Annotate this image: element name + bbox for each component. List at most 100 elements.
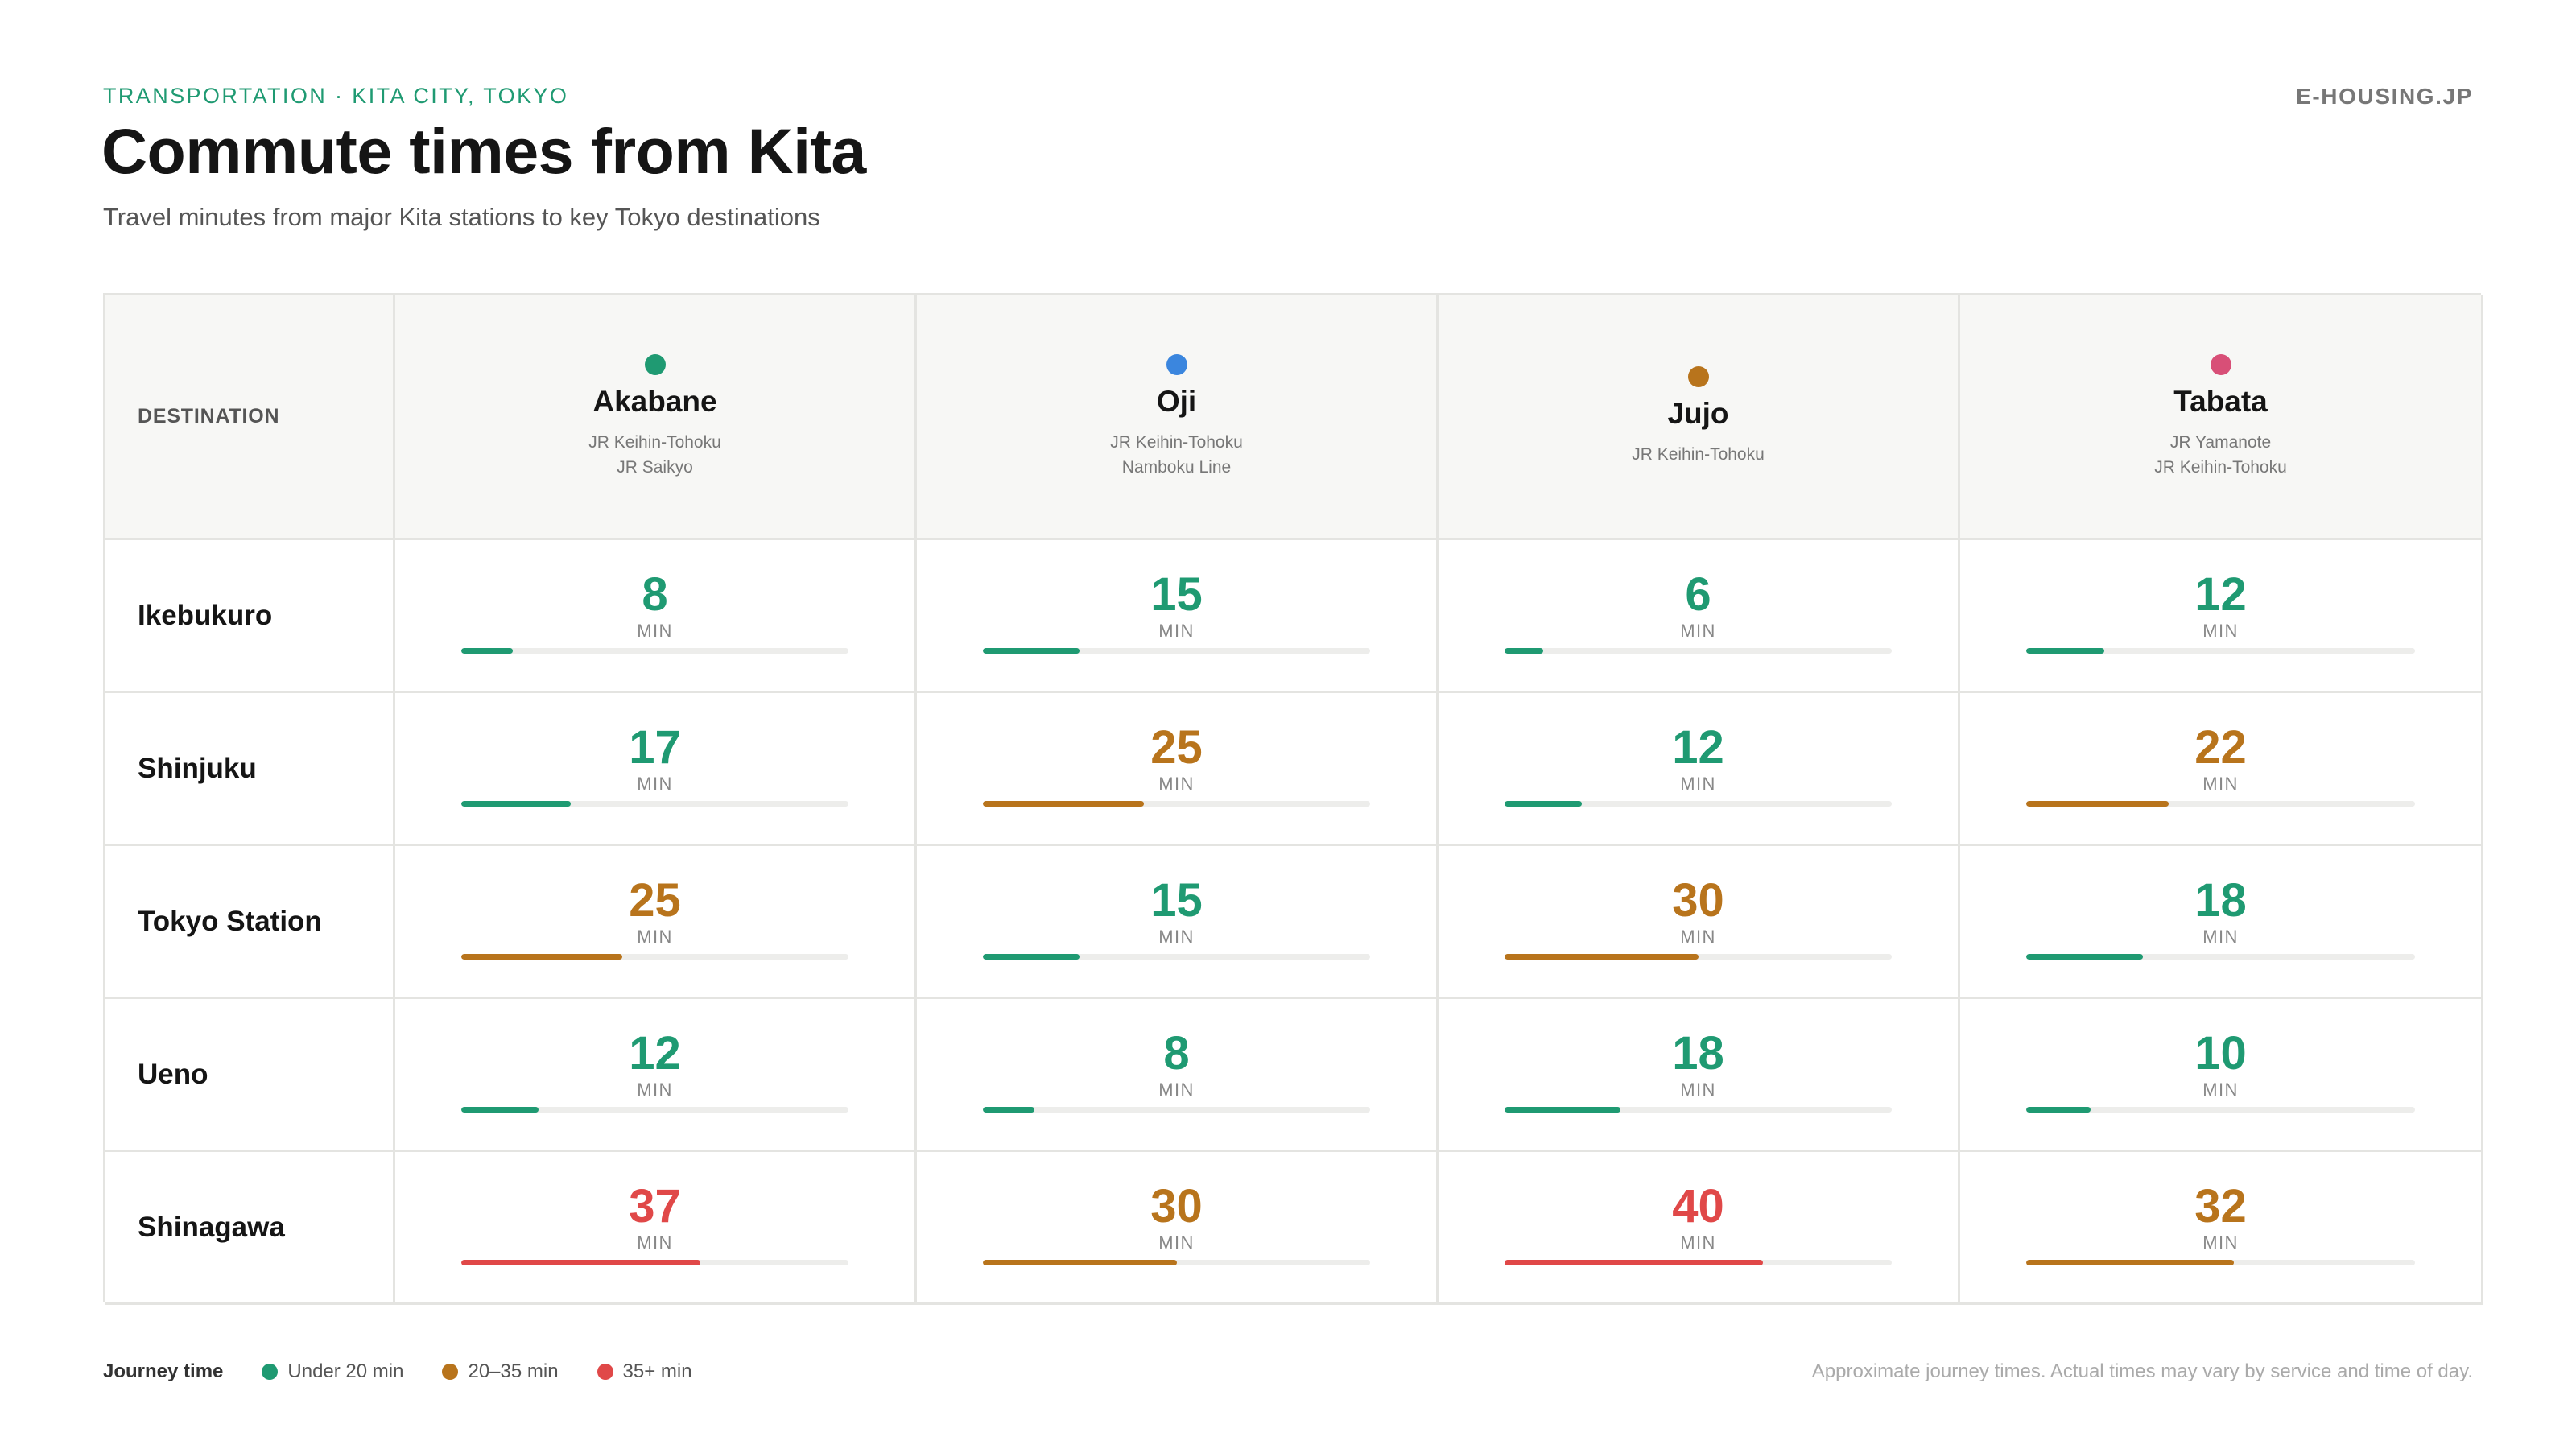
minutes-unit: MIN xyxy=(2202,1232,2239,1253)
commute-bar xyxy=(2026,1260,2234,1265)
commute-bar xyxy=(1505,801,1583,807)
commute-minutes: 12 xyxy=(2194,568,2247,621)
commute-bar xyxy=(2026,648,2104,654)
commute-minutes: 15 xyxy=(1150,874,1203,927)
brand-label: E-HOUSING.JP xyxy=(2296,84,2473,109)
minutes-unit: MIN xyxy=(1680,1080,1716,1100)
minutes-unit: MIN xyxy=(1680,1232,1716,1253)
minutes-unit: MIN xyxy=(1158,927,1195,947)
commute-time-cell: 15 MIN xyxy=(917,540,1439,693)
commute-time-cell: 25 MIN xyxy=(917,693,1439,846)
station-header-jujo: Jujo JR Keihin-Tohoku xyxy=(1439,295,1960,540)
commute-bar-track xyxy=(1505,954,1892,960)
minutes-unit: MIN xyxy=(2202,621,2239,641)
minutes-unit: MIN xyxy=(2202,774,2239,794)
legend-label: 35+ min xyxy=(622,1360,692,1382)
minutes-unit: MIN xyxy=(1158,774,1195,794)
commute-bar xyxy=(983,1107,1035,1113)
legend-title: Journey time xyxy=(103,1360,224,1382)
legend-item: 20–35 min xyxy=(442,1360,559,1383)
page-subtitle: Travel minutes from major Kita stations … xyxy=(103,203,820,231)
legend-label: 20–35 min xyxy=(468,1360,559,1382)
destination-label: Ikebukuro xyxy=(105,540,395,693)
minutes-unit: MIN xyxy=(637,1080,673,1100)
station-line: JR Keihin-Tohoku xyxy=(1632,445,1765,464)
station-color-dot xyxy=(644,353,666,375)
commute-time-cell: 40 MIN xyxy=(1439,1152,1960,1305)
commute-bar xyxy=(461,1107,539,1113)
legend-swatch xyxy=(262,1364,279,1380)
destination-label: Shinjuku xyxy=(105,693,395,846)
commute-time-cell: 6 MIN xyxy=(1439,540,1960,693)
commute-bar xyxy=(983,954,1080,960)
commute-bar-track xyxy=(983,1107,1370,1113)
commute-bar-track xyxy=(983,954,1370,960)
commute-bar-track xyxy=(983,801,1370,807)
commute-minutes: 32 xyxy=(2194,1180,2247,1232)
page-title: Commute times from Kita xyxy=(101,115,866,187)
commute-time-cell: 18 MIN xyxy=(1960,846,2483,999)
commute-time-cell: 30 MIN xyxy=(1439,846,1960,999)
minutes-unit: MIN xyxy=(1680,927,1716,947)
commute-bar-track xyxy=(461,1260,848,1265)
commute-minutes: 12 xyxy=(629,1027,681,1080)
commute-bar-track xyxy=(2026,801,2415,807)
commute-time-cell: 25 MIN xyxy=(395,846,917,999)
commute-time-cell: 15 MIN xyxy=(917,846,1439,999)
minutes-unit: MIN xyxy=(1158,621,1195,641)
commute-bar xyxy=(2026,954,2143,960)
commute-minutes: 37 xyxy=(629,1180,681,1232)
commute-bar-track xyxy=(983,648,1370,654)
legend-item: 35+ min xyxy=(597,1360,692,1383)
minutes-unit: MIN xyxy=(1158,1080,1195,1100)
commute-bar-track xyxy=(1505,1260,1892,1265)
station-line: JR Saikyo xyxy=(617,457,693,477)
commute-minutes: 25 xyxy=(629,874,681,927)
commute-time-cell: 17 MIN xyxy=(395,693,917,846)
commute-minutes: 17 xyxy=(629,721,681,774)
footnote: Approximate journey times. Actual times … xyxy=(1811,1360,2473,1382)
commute-bar xyxy=(983,648,1080,654)
commute-bar-track xyxy=(461,954,848,960)
legend: Journey time Under 20 min 20–35 min 35+ mi… xyxy=(103,1360,731,1383)
station-color-dot xyxy=(1166,353,1187,375)
minutes-unit: MIN xyxy=(1680,774,1716,794)
destination-label: Ueno xyxy=(105,999,395,1152)
minutes-unit: MIN xyxy=(637,774,673,794)
commute-bar xyxy=(461,648,514,654)
station-name: Tabata xyxy=(2174,384,2268,418)
minutes-unit: MIN xyxy=(637,621,673,641)
commute-time-cell: 22 MIN xyxy=(1960,693,2483,846)
commute-table: DESTINATION Akabane JR Keihin-Tohoku JR Sa… xyxy=(103,293,2483,1305)
station-line: JR Yamanote xyxy=(2169,432,2272,452)
commute-minutes: 10 xyxy=(2194,1027,2247,1080)
commute-time-cell: 8 MIN xyxy=(917,999,1439,1152)
commute-minutes: 12 xyxy=(1672,721,1724,774)
commute-minutes: 40 xyxy=(1672,1180,1724,1232)
minutes-unit: MIN xyxy=(637,1232,673,1253)
minutes-unit: MIN xyxy=(637,927,673,947)
commute-bar xyxy=(461,801,572,807)
commute-time-cell: 12 MIN xyxy=(1960,540,2483,693)
destination-label: Tokyo Station xyxy=(105,846,395,999)
commute-time-cell: 30 MIN xyxy=(917,1152,1439,1305)
station-line: JR Keihin-Tohoku xyxy=(2154,457,2287,477)
commute-minutes: 18 xyxy=(2194,874,2247,927)
commute-bar-track xyxy=(461,1107,848,1113)
commute-time-cell: 10 MIN xyxy=(1960,999,2483,1152)
commute-bar xyxy=(1505,1107,1621,1113)
commute-time-cell: 18 MIN xyxy=(1439,999,1960,1152)
commute-minutes: 6 xyxy=(1685,568,1711,621)
station-line: Namboku Line xyxy=(1121,457,1232,477)
commute-minutes: 25 xyxy=(1150,721,1203,774)
station-name: Jujo xyxy=(1667,397,1729,430)
commute-bar xyxy=(2026,801,2169,807)
minutes-unit: MIN xyxy=(1158,1232,1195,1253)
station-line: JR Keihin-Tohoku xyxy=(1110,432,1243,452)
commute-bar-track xyxy=(461,801,848,807)
commute-bar-track xyxy=(2026,1260,2415,1265)
commute-bar xyxy=(1505,1260,1763,1265)
commute-bar-track xyxy=(1505,1107,1892,1113)
station-color-dot xyxy=(1687,366,1709,387)
